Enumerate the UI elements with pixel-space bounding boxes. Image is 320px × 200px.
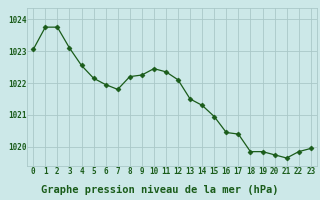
Text: Graphe pression niveau de la mer (hPa): Graphe pression niveau de la mer (hPa) [41, 185, 279, 195]
